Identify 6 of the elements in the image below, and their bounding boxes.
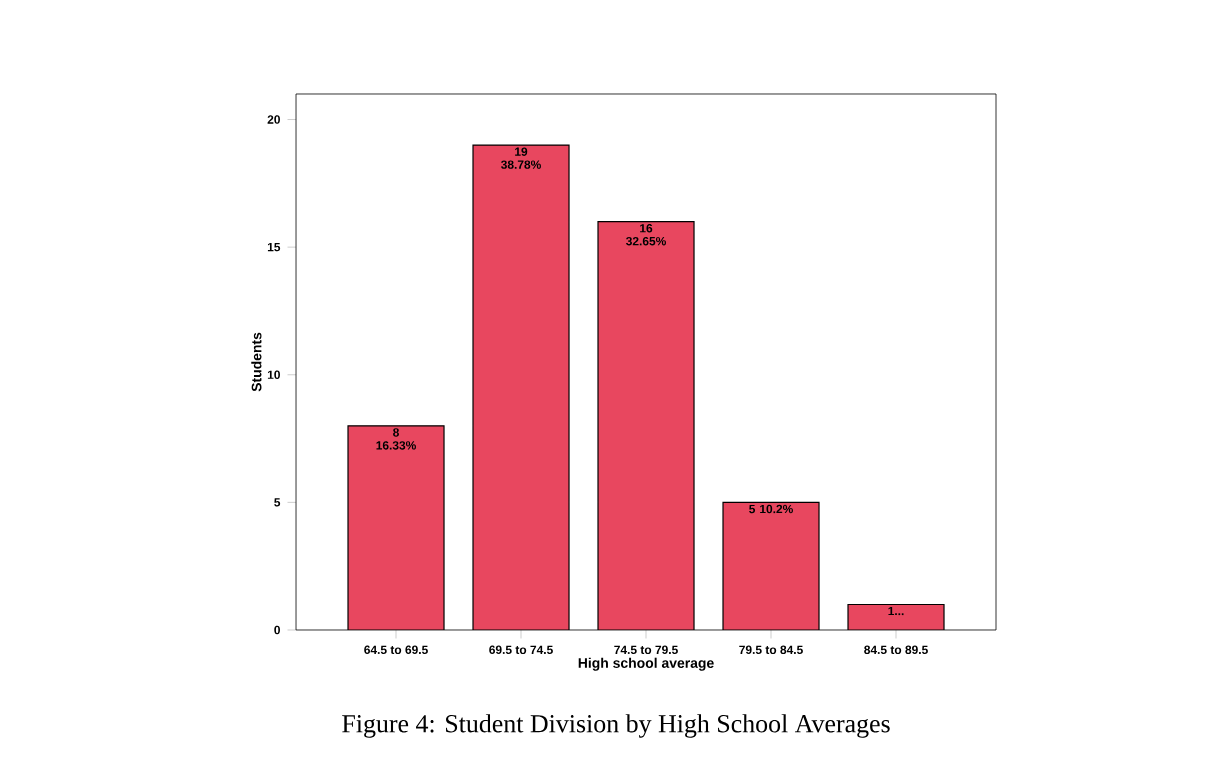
caption: Figure 4: Student Division by High School Averages bbox=[342, 714, 890, 738]
bar bbox=[847, 603, 945, 630]
bar bbox=[348, 425, 445, 630]
bar bbox=[473, 145, 570, 630]
bar bbox=[598, 221, 695, 630]
bar bbox=[723, 502, 820, 630]
